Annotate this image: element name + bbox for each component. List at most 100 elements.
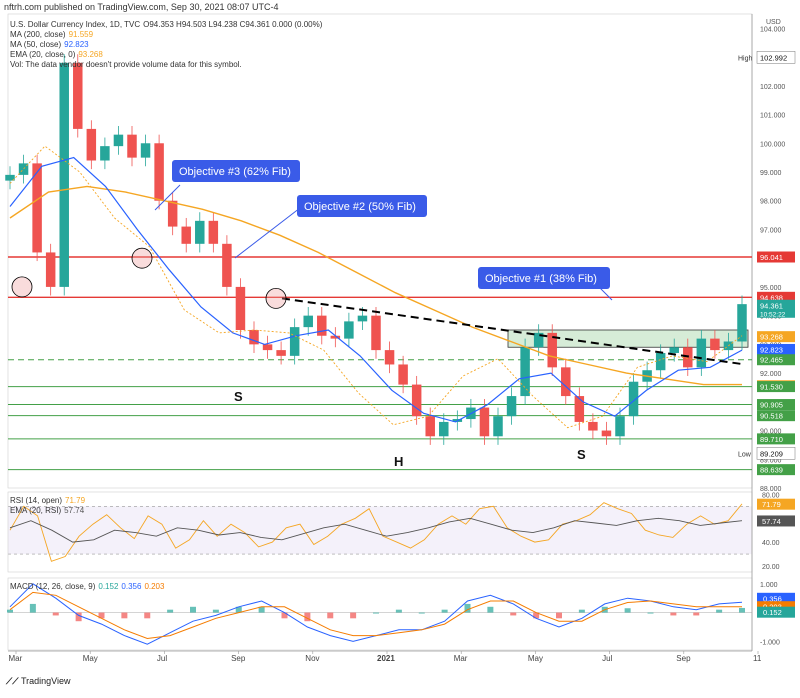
macd-marker (757, 606, 795, 618)
price-candle (167, 200, 178, 227)
price-candle (289, 327, 300, 356)
legend-row[interactable]: EMA (20, RSI) 57.74 (10, 506, 84, 515)
price-candle (5, 174, 15, 181)
legend-row[interactable]: MA (50, close) 92.823 (10, 40, 89, 49)
price-tick-label: 100.000 (760, 141, 785, 148)
legend-row[interactable]: RSI (14, open) 71.79 (10, 496, 85, 505)
price-candle (411, 384, 422, 417)
legend-row[interactable]: EMA (20, close, 0) 93.268 (10, 50, 103, 59)
price-marker-sub: 10:52:22 (760, 311, 786, 318)
rsi-tick-label: 40.00 (762, 540, 780, 547)
rsi-tick-label: 80.00 (762, 492, 780, 499)
time-tick-label: 11 (753, 654, 762, 663)
objective-callout-text: Objective #2 (50% Fib) (304, 201, 416, 213)
price-candle (561, 367, 571, 397)
price-candle (208, 220, 219, 244)
price-candle (710, 338, 720, 351)
macd-histogram-bar (556, 612, 562, 619)
price-candle (222, 243, 232, 287)
legend-label: MACD (12, 26, close, 9) (10, 582, 96, 591)
objective-callout-1 (478, 267, 610, 289)
price-tick-label: 89.000 (760, 457, 782, 464)
rsi-line (9, 502, 743, 562)
macd-histogram-bar (75, 612, 82, 622)
tradingview-logo-icon: ⟋⟋ (6, 676, 19, 686)
legend-value: O94.353 H94.503 L94.238 C94.361 0.000 (0… (143, 20, 323, 29)
time-tick-label: Nov (305, 654, 319, 663)
time-tick-label: Mar (454, 654, 468, 663)
time-tick-label: Mar (9, 654, 23, 663)
legend-value: 91.559 (68, 30, 94, 39)
macd-histogram-bar (373, 612, 379, 614)
price-candle (140, 143, 151, 158)
price-marker (757, 410, 795, 422)
price-marker-caption: High (738, 55, 753, 62)
tradingview-brand[interactable]: ⟋⟋ TradingView (6, 676, 71, 686)
legend-value: 71.79 (65, 496, 86, 505)
price-candle (32, 163, 42, 253)
price-candle (357, 315, 368, 322)
price-candle (181, 226, 191, 244)
legend-value: 93.268 (78, 50, 103, 59)
macd-histogram-bar (258, 606, 265, 613)
macd-histogram-bar (190, 606, 196, 613)
pivot-circle-0 (11, 276, 33, 298)
price-marker (757, 464, 795, 476)
legend-value: 0.356 (121, 582, 142, 591)
time-tick-label: 2021 (377, 654, 395, 663)
price-tick-label: 90.000 (760, 429, 782, 436)
callout-1-pointer (599, 287, 613, 301)
pattern-label-head: H (394, 454, 403, 469)
price-candle (479, 407, 490, 437)
pattern-label-left-shoulder: S (234, 389, 243, 404)
pattern-label-right-shoulder: S (577, 447, 586, 462)
price-marker-value: 91.530 (760, 383, 783, 392)
price-marker (757, 291, 795, 303)
price-candle (344, 321, 354, 339)
ma200-line (9, 185, 742, 386)
price-marker (756, 447, 796, 460)
macd-histogram-bar (121, 612, 128, 619)
price-marker (757, 399, 795, 411)
price-marker (757, 354, 795, 366)
price-marker (757, 331, 795, 343)
price-candle (303, 315, 313, 328)
macd-histogram-bar (281, 612, 288, 619)
price-marker-value: 88.639 (760, 466, 783, 475)
legend-label: MA (200, close) (10, 30, 66, 39)
legend-label: U.S. Dollar Currency Index, 1D, TVC (10, 20, 141, 29)
price-marker-value: 90.905 (760, 401, 783, 410)
time-tick-label: May (528, 654, 543, 663)
price-candle (127, 134, 137, 158)
price-tick-label: 102.000 (760, 84, 785, 91)
price-candle (45, 252, 56, 287)
price-marker (757, 299, 795, 318)
price-candle (425, 416, 435, 437)
price-candle (737, 304, 747, 342)
macd-histogram-bar (624, 608, 631, 613)
objective-callout-3 (172, 160, 300, 182)
time-tick-label: Sep (231, 654, 246, 663)
price-candle (655, 352, 666, 371)
price-candle (574, 396, 585, 422)
time-tick-label: Jul (602, 654, 612, 663)
price-marker-value: 102.992 (760, 53, 787, 62)
price-candle (317, 315, 327, 336)
legend-row[interactable]: U.S. Dollar Currency Index, 1D, TVC O94.3… (10, 20, 322, 29)
price-tick-label: 104.000 (760, 26, 785, 33)
legend-row[interactable]: Vol: The data vendor doesn't provide vol… (10, 60, 242, 69)
price-candle (669, 347, 679, 353)
legend-row[interactable]: MACD (12, 26, close, 9) 0.152 0.356 0.203 (10, 582, 164, 591)
macd-histogram-bar (167, 609, 174, 613)
legend-value: 0.152 (98, 582, 119, 591)
legend-row[interactable]: MA (200, close) 91.559 (10, 30, 93, 39)
price-tick-label: 101.000 (760, 113, 785, 120)
price-candle (588, 421, 598, 431)
price-marker-value: 89.710 (760, 435, 783, 444)
price-candle (384, 350, 395, 365)
price-candle (520, 347, 530, 397)
price-marker (757, 433, 795, 445)
price-marker (757, 381, 795, 393)
callout-3-pointer (154, 184, 181, 211)
